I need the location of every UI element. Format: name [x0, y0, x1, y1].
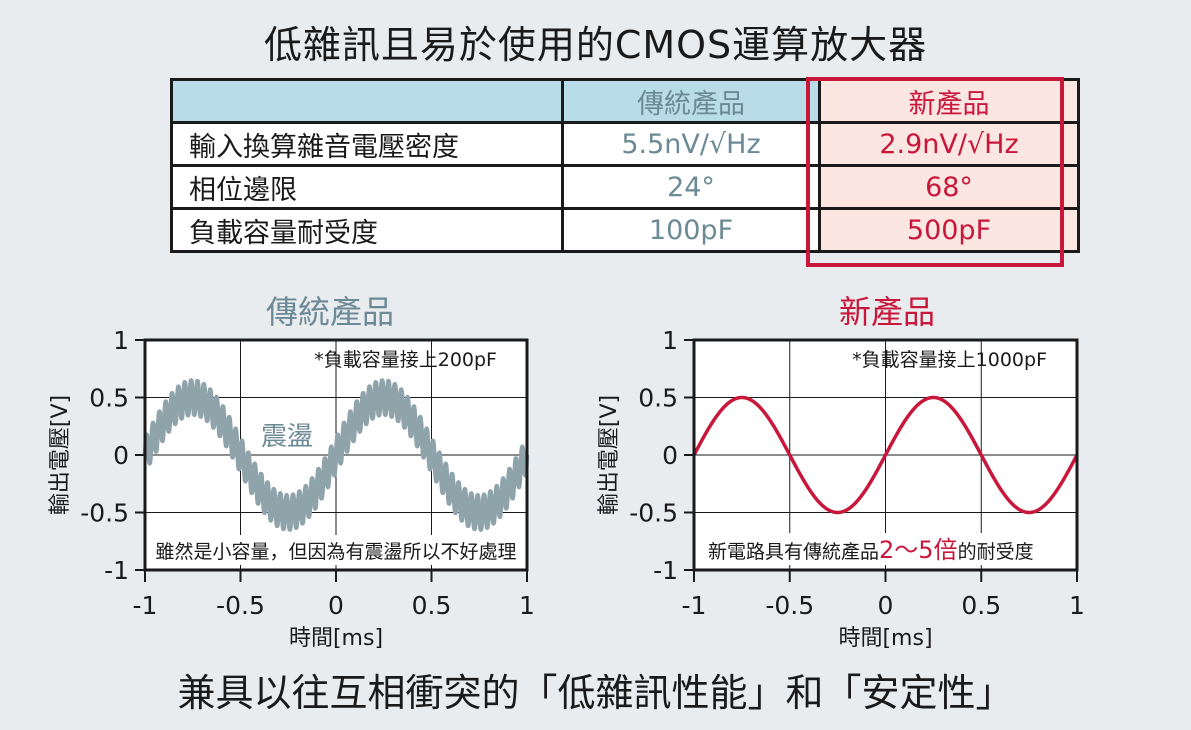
y-tick-label: 0 — [113, 441, 129, 470]
x-tick-label: 0 — [878, 591, 894, 620]
row-old-value: 24° — [561, 164, 821, 210]
x-axis-label: 時間[ms] — [838, 626, 932, 651]
load-note: *負載容量接上1000pF — [852, 349, 1047, 371]
y-tick-label: 0.5 — [89, 384, 129, 413]
bottom-note: 新電路具有傳統產品2～5倍的耐受度 — [708, 536, 1034, 564]
x-tick-label: -0.5 — [216, 591, 265, 620]
row-label: 負載容量耐受度 — [170, 207, 564, 253]
series-line — [692, 395, 1079, 515]
x-tick-label: 0.5 — [412, 591, 452, 620]
table-row: 相位邊限 24° 68° — [170, 164, 1080, 210]
y-tick-label: -1 — [653, 556, 678, 585]
x-tick-label: -1 — [682, 591, 707, 620]
row-old-value: 100pF — [561, 207, 821, 253]
y-axis-label: 輸出電壓[V] — [48, 395, 73, 515]
table-header-blank — [170, 78, 564, 124]
table-header-row: 傳統產品 新產品 — [170, 78, 1080, 124]
note-bg — [700, 533, 1071, 565]
y-tick-label: -1 — [104, 556, 129, 585]
x-tick-label: 0 — [328, 591, 344, 620]
footer-caption: 兼具以往互相衝突的「低雜訊性能」和「安定性」 — [177, 671, 1014, 715]
table-row: 輸入換算雜音電壓密度 5.5nV/√Hz 2.9nV/√Hz — [170, 121, 1080, 167]
row-old-value: 5.5nV/√Hz — [561, 121, 821, 167]
spec-table: 傳統產品 新產品 輸入換算雜音電壓密度 5.5nV/√Hz 2.9nV/√Hz … — [170, 78, 1080, 253]
y-tick-label: 0 — [662, 441, 678, 470]
oscillation-label: 震盪 — [261, 422, 313, 452]
series-line — [142, 378, 530, 532]
row-label: 輸入換算雜音電壓密度 — [170, 121, 564, 167]
row-label: 相位邊限 — [170, 164, 564, 210]
chart-title: 新產品 — [839, 293, 935, 331]
bottom-note-pre: 新電路具有傳統產品 — [708, 541, 879, 563]
y-axis-label: 輸出電壓[V] — [597, 395, 622, 515]
bottom-note-highlight: 2～5倍 — [879, 536, 958, 564]
y-tick-label: 1 — [113, 326, 129, 355]
table-header-new: 新產品 — [818, 78, 1080, 124]
page-title: 低雜訊且易於使用的CMOS運算放大器 — [263, 23, 928, 67]
load-note: *負載容量接上200pF — [314, 349, 497, 371]
x-axis-label: 時間[ms] — [289, 626, 383, 651]
row-new-value: 2.9nV/√Hz — [818, 121, 1080, 167]
y-tick-label: 1 — [662, 326, 678, 355]
x-tick-label: 1 — [1069, 591, 1085, 620]
x-tick-label: 1 — [519, 591, 535, 620]
y-tick-label: 0.5 — [638, 384, 678, 413]
bottom-note-post: 的耐受度 — [958, 541, 1034, 563]
table-row: 負載容量耐受度 100pF 500pF — [170, 207, 1080, 253]
chart-title: 傳統產品 — [266, 293, 394, 331]
note-bg — [151, 535, 521, 565]
row-new-value: 68° — [818, 164, 1080, 210]
x-tick-label: -1 — [133, 591, 158, 620]
y-tick-label: -0.5 — [629, 499, 678, 528]
y-tick-label: -0.5 — [80, 499, 129, 528]
bottom-note: 雖然是小容量，但因為有震盪所以不好處理 — [155, 540, 516, 563]
table-header-old: 傳統產品 — [561, 78, 821, 124]
x-tick-label: -0.5 — [765, 591, 814, 620]
row-new-value: 500pF — [818, 207, 1080, 253]
x-tick-label: 0.5 — [961, 591, 1001, 620]
